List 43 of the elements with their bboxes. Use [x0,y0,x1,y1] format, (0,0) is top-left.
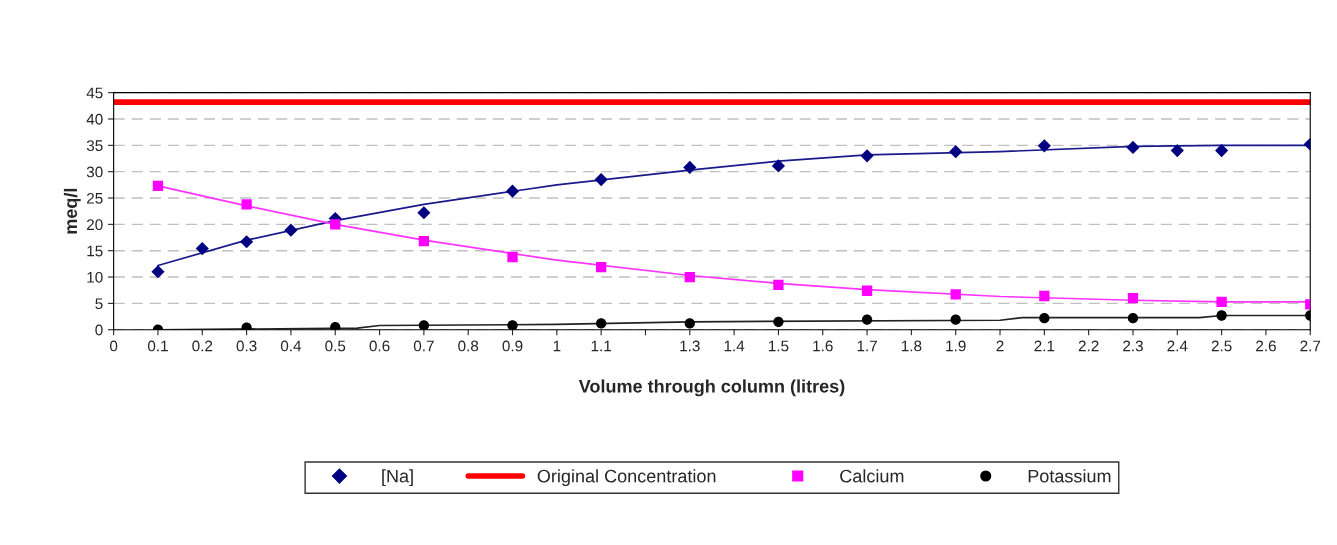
y-tick-label: 45 [86,87,103,99]
x-tick-label: 1.9 [946,340,966,352]
x-tick-label: 1 [553,340,561,352]
x-tick-label: 1.8 [901,340,922,352]
y-tick-label: 0 [95,324,103,336]
x-tick-label: 1.5 [768,340,789,352]
x-tick-label: 0.6 [369,340,390,352]
x-tick-label: 0.1 [147,340,168,352]
x-tick-label: 0.5 [325,340,346,352]
x-tick-label: 0.8 [458,340,479,352]
y-tick-label: 15 [87,245,103,257]
y-tick-label: 10 [87,271,103,283]
y-axis-title: meq/l [63,188,81,234]
x-tick-label: 0.9 [502,340,523,352]
y-tick-label: 40 [86,113,103,125]
legend-label: Calcium [840,469,904,483]
x-tick-label: 1.7 [857,340,877,352]
y-tick-label: 5 [95,298,103,310]
x-axis-title: Volume through column (litres) [578,379,845,397]
x-tick-label: 2.5 [1211,340,1232,352]
y-tick-label: 30 [86,166,103,178]
x-tick-label: 2.1 [1034,340,1055,352]
x-tick-label: 2.7 [1300,340,1321,352]
x-tick-label: 2.4 [1167,340,1188,352]
x-tick-label: 0.7 [413,340,434,352]
x-tick-label: 1.4 [724,340,745,352]
x-tick-label: 1.6 [813,340,833,352]
x-tick-label: 0.2 [192,340,213,352]
x-tick-label: 0 [109,340,118,352]
x-tick-label: 2.6 [1256,340,1276,352]
legend-label: [Na] [382,469,413,487]
y-tick-label: 35 [86,140,103,152]
x-tick-label: 1.3 [680,340,700,352]
legend-label: Potassium [1028,469,1111,483]
y-tick-label: 20 [87,219,103,231]
x-tick-label: 0.3 [236,340,257,352]
legend-label: Original Concentration [537,469,716,487]
x-tick-label: 2 [996,340,1004,352]
x-tick-label: 2.2 [1078,340,1099,352]
y-tick-label: 25 [87,192,103,204]
x-tick-label: 0.4 [280,340,302,352]
x-tick-label: 2.3 [1123,340,1143,352]
x-tick-label: 1.1 [591,340,612,352]
